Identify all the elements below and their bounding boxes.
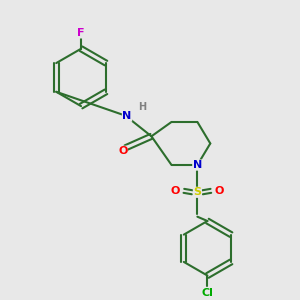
Text: Cl: Cl bbox=[202, 288, 213, 298]
Text: O: O bbox=[118, 146, 128, 156]
Text: O: O bbox=[215, 186, 224, 196]
Text: N: N bbox=[193, 160, 202, 170]
Text: O: O bbox=[171, 186, 180, 196]
Text: S: S bbox=[194, 187, 201, 197]
Text: H: H bbox=[138, 102, 146, 112]
Text: F: F bbox=[77, 28, 85, 38]
Text: N: N bbox=[122, 111, 132, 121]
